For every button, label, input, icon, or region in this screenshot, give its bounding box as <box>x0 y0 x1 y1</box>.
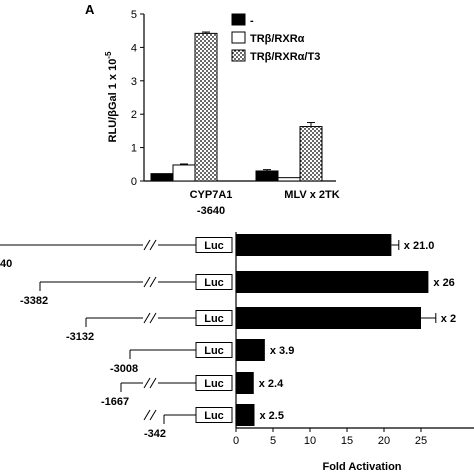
luc-label: Luc <box>204 240 224 252</box>
chart-a-legend: - TRβ/RXRα TRβ/RXRα/T3 <box>231 13 320 63</box>
luc-label: Luc <box>204 345 224 357</box>
chart-b-fold-label: x 3.9 <box>270 345 294 357</box>
chart-b-fold-label: x 21.0 <box>404 240 435 252</box>
break-mark <box>143 377 151 389</box>
chart-b-bar <box>236 234 392 256</box>
chart-a-ytick-label: 2 <box>131 109 137 121</box>
chart-a-ytick-label: 5 <box>131 9 137 21</box>
chart-a-legend-swatch <box>231 49 246 62</box>
construct-label: -342 <box>144 428 166 440</box>
break-mark <box>149 312 157 324</box>
chart-b-bar <box>236 307 421 329</box>
luc-label: Luc <box>204 378 224 390</box>
chart-b-bar <box>236 372 254 394</box>
luc-box <box>195 237 233 253</box>
chart-b-bar <box>236 404 255 426</box>
construct-label: 40 <box>0 258 12 270</box>
chart-a-bar <box>172 164 196 182</box>
chart-b-constructs: Luc 40 Luc -3382 Luc -3132 Luc -3008 Luc -1667 Luc… <box>0 237 233 440</box>
construct-label: -3382 <box>20 295 48 307</box>
construct-label: -1667 <box>101 396 129 408</box>
luc-label: Luc <box>204 313 224 325</box>
chart-b-xtick-label: 10 <box>304 435 316 447</box>
chart-a-ytick-label: 0 <box>131 176 137 188</box>
chart-a-bar <box>277 177 301 182</box>
luc-label: Luc <box>204 277 224 289</box>
break-mark <box>149 377 157 389</box>
chart-a-category-sublabel: -3640 <box>197 205 225 217</box>
chart-b-xtick-label: 5 <box>270 435 276 447</box>
chart-a-ytick-label: 1 <box>131 143 137 155</box>
luc-box <box>195 407 233 423</box>
luc-label: Luc <box>204 410 224 422</box>
panel-label: A <box>85 2 95 17</box>
chart-a-bar <box>299 126 323 182</box>
chart-b-axes <box>235 232 474 429</box>
chart-a-category-label: MLV x 2TK <box>284 189 339 201</box>
chart-b-bars: x 21.0 x 26 x 2 x 3.9 x 2.4 x 2.5 <box>236 234 456 426</box>
chart-b-xtick-label: 15 <box>341 435 353 447</box>
chart-b-fold-label: x 2.4 <box>259 378 284 390</box>
chart-a-ytick-label: 4 <box>131 42 137 54</box>
chart-a-legend-label: TRβ/RXRα <box>250 33 305 45</box>
luc-box <box>195 342 233 358</box>
chart-b-fold-label: x 2.5 <box>260 410 284 422</box>
luc-box <box>195 310 233 326</box>
luc-box <box>195 274 233 290</box>
break-mark <box>149 409 157 421</box>
chart-a-bar <box>255 170 279 182</box>
chart-b-fold-label: x 26 <box>433 277 454 289</box>
break-mark <box>143 312 151 324</box>
chart-b-bar <box>236 271 429 293</box>
chart-b-xtick-label: 0 <box>233 435 239 447</box>
chart-b-xlabel: Fold Activation <box>322 461 401 473</box>
chart-b-xticks: 0 5 10 15 20 25 <box>233 428 427 447</box>
chart-b-xtick-label: 20 <box>378 435 390 447</box>
chart-b: Luc 40 Luc -3382 Luc -3132 Luc -3008 Luc -1667 Luc… <box>0 232 474 473</box>
chart-b-xtick-label: 25 <box>415 435 427 447</box>
chart-a-yticks: 0 1 2 3 4 5 <box>131 9 144 188</box>
chart-a-ylabel-main: RLU/βGal 1 x 10 <box>107 59 119 143</box>
chart-a-category-label: CYP7A1 <box>190 189 233 201</box>
luc-box <box>195 375 233 391</box>
chart-a-ytick-label: 3 <box>131 76 137 88</box>
chart-a-bars <box>150 31 323 182</box>
chart-a-ylabel-exponent: -5 <box>104 51 113 59</box>
chart-a-legend-swatch <box>231 31 246 44</box>
construct-label: -3008 <box>110 363 138 375</box>
chart-a-ylabel: RLU/βGal 1 x 10-5 <box>104 51 119 142</box>
chart-a: 0 1 2 3 4 5 RLU/βGal 1 x 10-5 CYP7A1 -3640 MLV … <box>104 9 340 217</box>
chart-a-category-labels: CYP7A1 -3640 MLV x 2TK <box>190 189 340 217</box>
chart-a-legend-label: TRβ/RXRα/T3 <box>250 51 320 63</box>
chart-a-bar <box>194 32 218 182</box>
chart-b-fold-label: x 2 <box>441 313 456 325</box>
break-mark <box>149 239 157 251</box>
chart-a-legend-swatch <box>231 13 246 26</box>
break-mark <box>143 409 151 421</box>
break-mark <box>149 276 157 288</box>
chart-a-legend-label: - <box>250 15 254 27</box>
break-mark <box>143 276 151 288</box>
chart-a-bar <box>150 173 174 182</box>
construct-label: -3132 <box>66 331 94 343</box>
break-mark <box>143 239 151 251</box>
chart-b-bar <box>236 339 265 361</box>
